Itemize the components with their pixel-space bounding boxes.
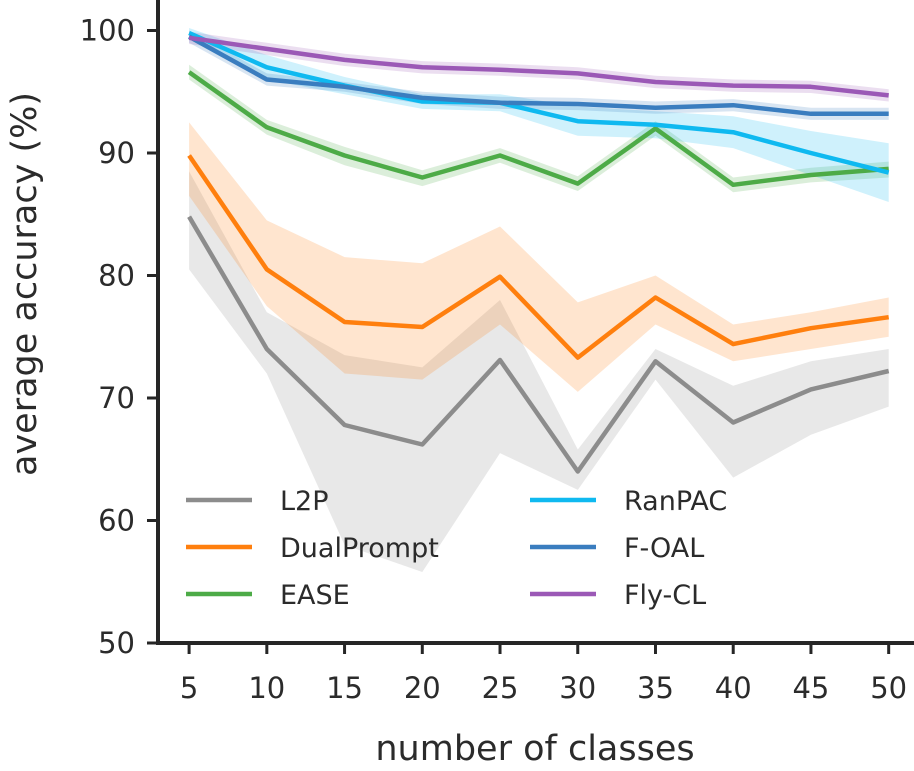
x-tick-label: 5 xyxy=(180,671,198,705)
band-ranpac xyxy=(189,28,889,202)
legend-label: EASE xyxy=(280,580,350,611)
line-fly-cl xyxy=(188,35,889,98)
legend-label: DualPrompt xyxy=(280,533,439,564)
legend-item-f-oal: F-OAL xyxy=(530,533,704,564)
x-tick-label: 10 xyxy=(248,671,285,705)
legend-label: F-OAL xyxy=(624,533,704,564)
legend-item-dualprompt: DualPrompt xyxy=(186,533,439,564)
legend-item-ranpac: RanPAC xyxy=(530,486,727,517)
legend-label: L2P xyxy=(280,486,329,517)
x-axis-label: number of classes xyxy=(375,729,694,769)
series-lines xyxy=(187,30,890,474)
line-ease xyxy=(187,70,889,188)
line-ranpac xyxy=(188,30,890,175)
x-tick-label: 45 xyxy=(792,671,829,705)
y-tick-label: 60 xyxy=(98,504,135,538)
legend-item-ease: EASE xyxy=(186,580,350,611)
y-tick-label: 50 xyxy=(98,626,135,660)
x-tick-label: 35 xyxy=(637,671,674,705)
x-tick-label: 50 xyxy=(870,671,907,705)
x-tick-label: 15 xyxy=(326,671,363,705)
y-tick-label: 100 xyxy=(80,14,135,48)
x-tick-label: 40 xyxy=(715,671,752,705)
line-l2p xyxy=(187,215,890,474)
y-tick-label: 70 xyxy=(98,381,135,415)
y-ticks: 50 60 70 80 90 100 xyxy=(80,14,158,660)
x-tick-label: 25 xyxy=(482,671,519,705)
x-tick-label: 20 xyxy=(404,671,441,705)
y-axis-label: average accuracy (%) xyxy=(5,92,45,476)
legend-item-fly-cl: Fly-CL xyxy=(530,580,706,611)
y-tick-label: 90 xyxy=(98,136,135,170)
legend: L2P DualPrompt EASE RanPAC F-OAL Fly-CL xyxy=(186,486,727,611)
x-tick-label: 30 xyxy=(559,671,596,705)
legend-label: Fly-CL xyxy=(624,580,706,611)
axes xyxy=(156,0,914,645)
x-ticks: 5 10 15 20 25 30 35 40 45 50 xyxy=(180,643,907,705)
line-f-oal xyxy=(188,34,889,117)
line-dualprompt xyxy=(187,154,890,360)
y-tick-label: 80 xyxy=(98,259,135,293)
legend-item-l2p: L2P xyxy=(186,486,329,517)
band-l2p xyxy=(189,171,889,572)
legend-label: RanPAC xyxy=(624,486,727,517)
